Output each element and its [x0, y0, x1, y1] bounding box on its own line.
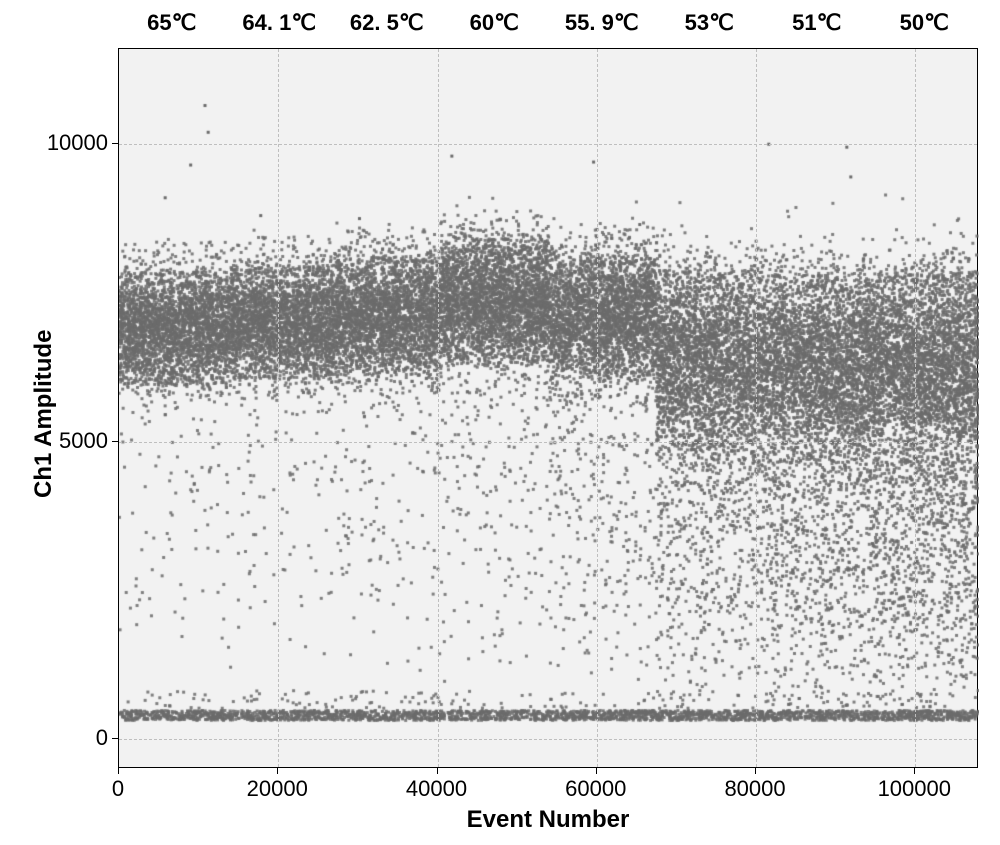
- x-tick-label: 0: [112, 776, 124, 802]
- scatter-canvas: [119, 49, 979, 769]
- temperature-label: 62. 5℃: [350, 10, 424, 36]
- x-tick-label: 80000: [724, 776, 785, 802]
- temperature-label: 50℃: [900, 10, 949, 36]
- temperature-label: 55. 9℃: [565, 10, 639, 36]
- temperature-label: 65℃: [147, 10, 196, 36]
- temperature-label: 60℃: [470, 10, 519, 36]
- y-tick-label: 10000: [38, 130, 108, 156]
- scatter-plot: [118, 48, 978, 768]
- y-axis-label: Ch1 Amplitude: [30, 330, 58, 498]
- x-tick-label: 100000: [878, 776, 951, 802]
- y-tick-label: 0: [38, 725, 108, 751]
- temperature-annotations: 65℃ 64. 1℃ 62. 5℃ 60℃ 55. 9℃ 53℃ 51℃ 50℃: [0, 0, 1000, 40]
- temperature-label: 51℃: [792, 10, 841, 36]
- y-tick-label: 5000: [38, 428, 108, 454]
- temperature-label: 53℃: [685, 10, 734, 36]
- x-tick-label: 60000: [565, 776, 626, 802]
- x-axis-label: Event Number: [467, 806, 630, 834]
- x-tick-label: 40000: [406, 776, 467, 802]
- temperature-label: 64. 1℃: [242, 10, 316, 36]
- x-tick-label: 20000: [247, 776, 308, 802]
